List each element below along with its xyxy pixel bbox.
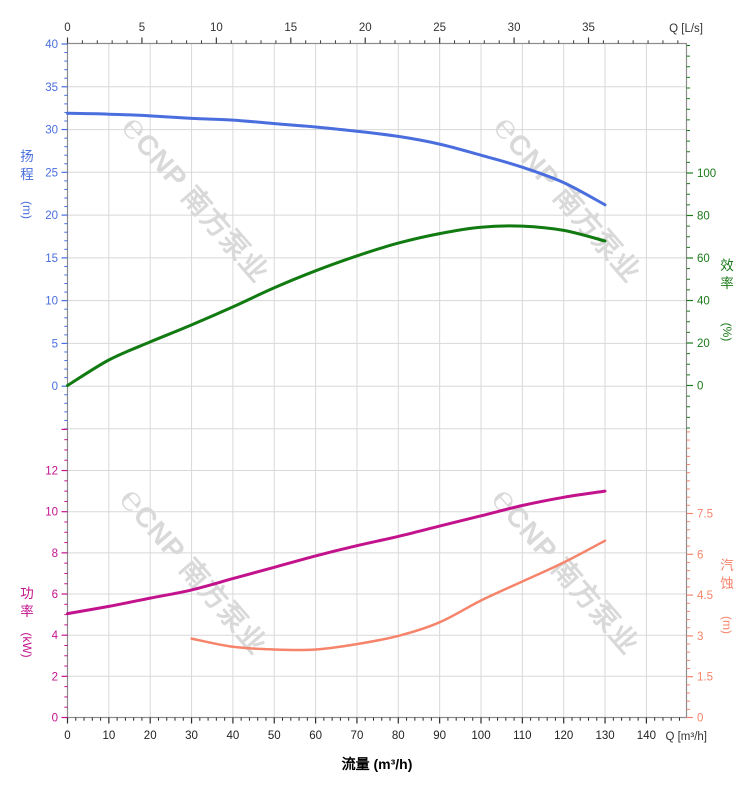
grid	[67, 43, 687, 718]
svg-text:40: 40	[697, 296, 710, 308]
svg-text:60: 60	[309, 730, 322, 742]
svg-text:0: 0	[697, 713, 703, 725]
svg-text:130: 130	[595, 730, 614, 742]
svg-text:25: 25	[433, 22, 446, 34]
svg-text:40: 40	[45, 39, 58, 51]
svg-text:4.5: 4.5	[697, 590, 713, 602]
svg-text:程: 程	[20, 167, 34, 182]
svg-text:10: 10	[210, 22, 223, 34]
svg-text:4: 4	[52, 630, 59, 642]
power-axis-title: 功率 (kW)	[20, 586, 34, 658]
efficiency-axis-title: 效率 (%)	[720, 258, 734, 341]
svg-text:12: 12	[45, 466, 58, 478]
svg-text:0: 0	[697, 381, 703, 393]
svg-text:功: 功	[20, 586, 34, 601]
top-axis-unit-label: Q [L/s]	[669, 23, 703, 35]
svg-text:60: 60	[697, 253, 710, 265]
power-axis: 0 2 4 6 8 10 12	[45, 428, 68, 725]
bottom-axis: 0 10 20 30 40 50 60 70 80 90 100 110 120 130 140 Q [m³/…	[64, 717, 707, 772]
power-curve	[66, 489, 607, 616]
svg-text:8: 8	[52, 548, 58, 560]
svg-text:6: 6	[697, 549, 703, 561]
svg-text:20: 20	[45, 210, 58, 222]
top-axis: 0 5 10 15 20 25 30 35 Q [L/s]	[64, 22, 703, 44]
svg-text:0: 0	[64, 22, 70, 34]
svg-text:90: 90	[433, 730, 446, 742]
svg-text:0: 0	[64, 730, 70, 742]
svg-text:80: 80	[392, 730, 405, 742]
svg-text:25: 25	[45, 167, 58, 179]
svg-text:35: 35	[45, 82, 58, 94]
svg-text:扬: 扬	[20, 149, 34, 164]
svg-text:率: 率	[720, 275, 734, 291]
svg-text:30: 30	[185, 730, 198, 742]
svg-text:100: 100	[471, 730, 490, 742]
svg-text:10: 10	[45, 507, 58, 519]
head-axis-title: 扬程 (m)	[20, 149, 34, 219]
svg-text:5: 5	[139, 22, 145, 34]
efficiency-curve	[66, 224, 607, 387]
svg-text:3: 3	[697, 631, 703, 643]
svg-text:15: 15	[45, 253, 58, 265]
svg-text:35: 35	[582, 22, 595, 34]
svg-text:率: 率	[20, 603, 34, 619]
svg-text:40: 40	[227, 730, 240, 742]
head-axis: 0 5 10 15 20 25 30 35 40	[45, 39, 68, 430]
svg-text:0: 0	[52, 713, 58, 725]
svg-text:(kW): (kW)	[20, 632, 34, 657]
svg-text:50: 50	[268, 730, 281, 742]
svg-text:30: 30	[508, 22, 521, 34]
svg-text:110: 110	[513, 730, 531, 742]
npsh-axis: 0 1.5 3 4.5 6 7.5	[686, 431, 713, 725]
svg-text:20: 20	[359, 22, 372, 34]
svg-text:120: 120	[554, 730, 573, 742]
svg-text:140: 140	[637, 730, 656, 742]
svg-text:效: 效	[720, 258, 734, 273]
svg-text:汽: 汽	[720, 558, 734, 573]
svg-text:10: 10	[45, 296, 58, 308]
bottom-axis-unit-label: Q [m³/h]	[665, 731, 707, 743]
svg-text:6: 6	[52, 589, 58, 601]
svg-text:70: 70	[351, 730, 364, 742]
plot-border	[66, 42, 688, 719]
flow-axis-title: 流量 (m³/h)	[342, 756, 413, 772]
svg-text:0: 0	[52, 381, 58, 393]
svg-text:7.5: 7.5	[697, 509, 713, 521]
svg-text:20: 20	[697, 338, 710, 350]
head-curve	[66, 111, 607, 207]
svg-text:80: 80	[697, 211, 710, 223]
efficiency-axis: 0 20 40 60 80 100	[686, 45, 716, 429]
svg-text:30: 30	[45, 125, 58, 137]
svg-text:(m): (m)	[720, 616, 734, 634]
svg-text:2: 2	[52, 671, 58, 683]
svg-text:100: 100	[697, 168, 716, 180]
svg-text:20: 20	[144, 730, 157, 742]
svg-text:(m): (m)	[20, 201, 34, 219]
svg-text:(%): (%)	[720, 323, 734, 342]
svg-text:1.5: 1.5	[697, 672, 713, 684]
svg-text:10: 10	[102, 730, 115, 742]
svg-text:蚀: 蚀	[720, 576, 734, 591]
svg-text:15: 15	[284, 22, 297, 34]
svg-text:5: 5	[52, 338, 58, 350]
npsh-curve	[190, 539, 607, 652]
npsh-axis-title: 汽蚀 (m)	[720, 558, 734, 634]
